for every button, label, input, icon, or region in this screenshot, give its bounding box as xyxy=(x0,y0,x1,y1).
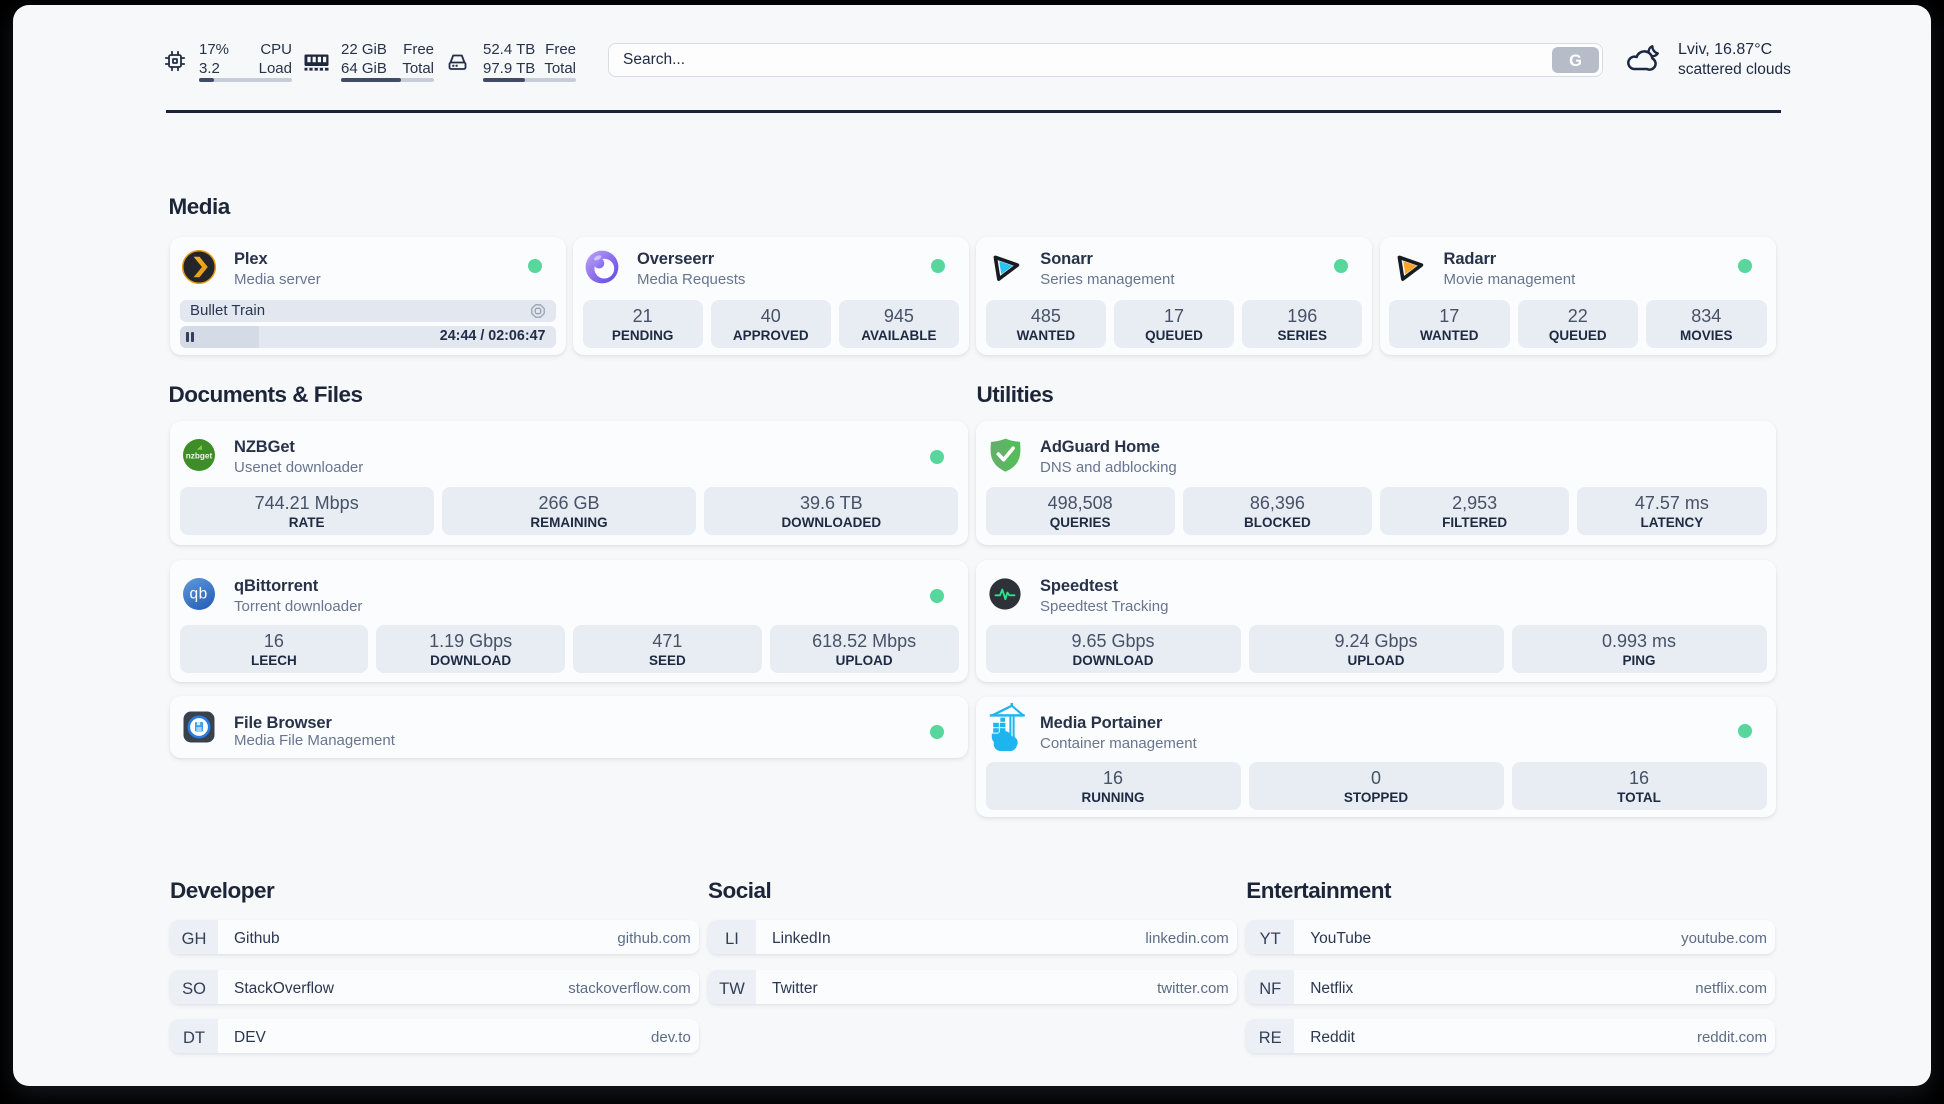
svg-text:nzbget: nzbget xyxy=(186,452,213,461)
svg-text:qb: qb xyxy=(189,586,207,603)
